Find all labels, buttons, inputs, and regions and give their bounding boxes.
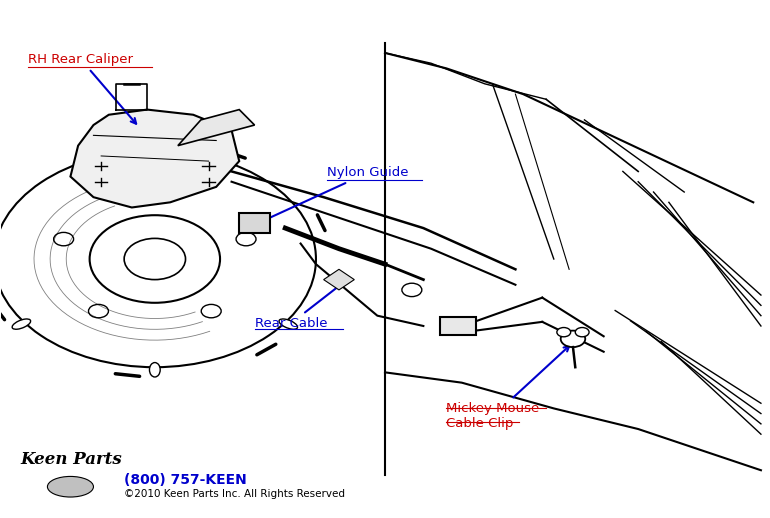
Text: ©2010 Keen Parts Inc. All Rights Reserved: ©2010 Keen Parts Inc. All Rights Reserve… <box>124 489 345 499</box>
Ellipse shape <box>48 477 93 497</box>
Polygon shape <box>178 110 255 146</box>
Text: (800) 757-KEEN: (800) 757-KEEN <box>124 472 247 486</box>
Text: Nylon Guide: Nylon Guide <box>263 166 409 221</box>
Ellipse shape <box>12 319 31 329</box>
Circle shape <box>575 327 589 337</box>
Text: RH Rear Caliper: RH Rear Caliper <box>28 53 136 124</box>
Ellipse shape <box>149 363 160 377</box>
Ellipse shape <box>279 319 297 329</box>
Circle shape <box>561 330 585 347</box>
Polygon shape <box>70 110 239 208</box>
FancyBboxPatch shape <box>239 212 270 233</box>
Polygon shape <box>323 269 354 290</box>
Text: Rear Cable: Rear Cable <box>255 280 346 330</box>
Text: Mickey Mouse
Cable Clip: Mickey Mouse Cable Clip <box>447 346 569 430</box>
Circle shape <box>557 327 571 337</box>
Bar <box>440 316 476 335</box>
Text: Keen Parts: Keen Parts <box>21 451 122 468</box>
